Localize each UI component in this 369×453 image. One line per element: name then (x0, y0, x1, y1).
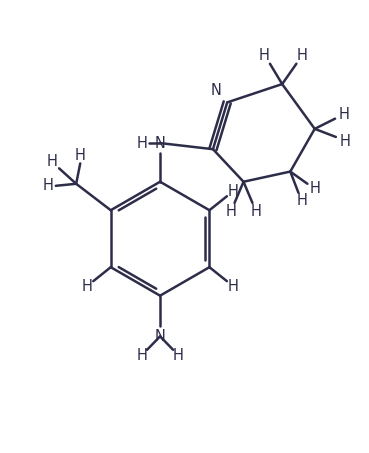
Text: H: H (339, 134, 350, 149)
Text: H: H (136, 348, 147, 363)
Text: H: H (339, 107, 349, 122)
Text: H: H (296, 193, 307, 208)
Text: N: N (210, 83, 221, 98)
Text: H: H (173, 348, 184, 363)
Text: H: H (82, 279, 93, 294)
Text: H: H (47, 154, 58, 169)
Text: H: H (136, 135, 147, 150)
Text: H: H (250, 203, 261, 218)
Text: H: H (226, 203, 237, 218)
Text: H: H (228, 279, 238, 294)
Text: H: H (309, 181, 320, 196)
Text: H: H (42, 178, 53, 193)
Text: N: N (155, 329, 166, 344)
Text: H: H (297, 48, 308, 63)
Text: H: H (258, 48, 269, 63)
Text: N: N (155, 135, 166, 150)
Text: H: H (75, 148, 86, 163)
Text: H: H (228, 184, 238, 199)
